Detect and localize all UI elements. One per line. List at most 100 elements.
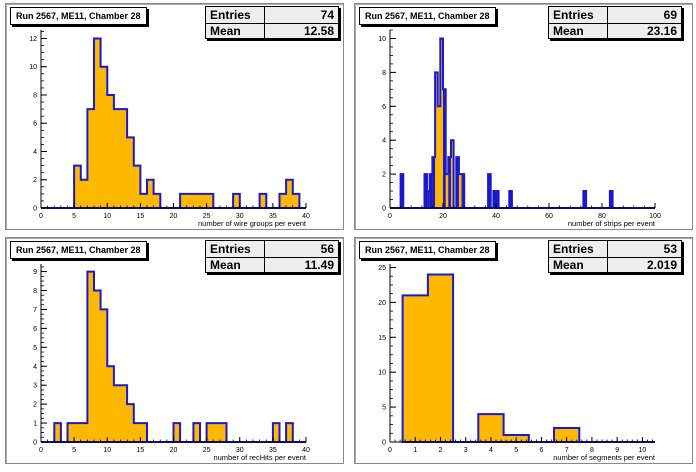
stats-mean-label: Mean — [210, 258, 241, 272]
x-tick-label: 35 — [269, 213, 277, 220]
y-tick-label: 6 — [33, 326, 37, 333]
y-tick-label: 5 — [382, 405, 386, 412]
histogram-bin — [424, 174, 428, 208]
y-tick-label: 7 — [33, 307, 37, 314]
y-tick-label: 10 — [378, 36, 386, 43]
histogram-panel-wire-groups: 0 5 10 15 20 25 30 35 40 0 2 4 6 8 10 12 number of wire … — [5, 3, 344, 230]
stats-entries-value: 69 — [663, 8, 677, 22]
histogram-bin — [488, 174, 491, 208]
x-axis-label: number of recHits per event — [213, 453, 306, 462]
x-tick-label: 8 — [590, 447, 594, 454]
histogram-bin — [583, 191, 587, 208]
x-tick-label: 100 — [649, 213, 661, 220]
stats-column-divider — [607, 7, 608, 38]
stats-column-divider — [607, 241, 608, 272]
y-tick-label: 10 — [29, 64, 37, 71]
stats-divider — [549, 257, 681, 258]
x-tick-label: 5 — [72, 213, 76, 220]
x-tick-label: 3 — [464, 447, 468, 454]
y-tick-label: 5 — [33, 345, 37, 352]
stats-column-divider — [264, 7, 265, 38]
stats-box: Entries 56 Mean 11.49 — [205, 240, 339, 273]
histogram-bin — [443, 89, 446, 208]
histogram-bin — [400, 174, 404, 208]
stats-mean-value: 2.019 — [646, 258, 677, 272]
histogram-area — [41, 270, 306, 443]
y-tick-label: 2 — [382, 172, 386, 179]
y-tick-label: 0 — [33, 206, 37, 213]
stats-box: Entries 74 Mean 12.58 — [205, 6, 339, 39]
x-tick-label: 40 — [302, 213, 310, 220]
x-axis-label: number of segments per event — [553, 453, 656, 462]
stats-mean-label: Mean — [553, 258, 584, 272]
x-tick-label: 10 — [103, 447, 111, 454]
x-axis-label: number of strips per event — [568, 219, 656, 228]
stats-mean-value: 12.58 — [303, 24, 334, 38]
histogram-title: Run 2567, ME11, Chamber 28 — [359, 7, 496, 25]
y-tick-label: 15 — [378, 335, 386, 342]
stats-divider — [549, 23, 681, 24]
y-tick-label: 1 — [33, 421, 37, 428]
x-tick-label: 0 — [388, 213, 392, 220]
y-tick-label: 8 — [382, 70, 386, 77]
x-tick-label: 10 — [638, 447, 646, 454]
stats-mean-label: Mean — [553, 24, 584, 38]
histogram-bin — [429, 174, 433, 208]
x-tick-label: 1 — [413, 447, 417, 454]
histogram-bin — [509, 191, 512, 208]
y-tick-label: 20 — [378, 300, 386, 307]
histogram-bin — [461, 174, 465, 208]
histogram-panel-rechits: 0 5 10 15 20 25 30 35 40 0 1 2 3 4 5 6 7 8 9 number of recH… — [5, 237, 344, 464]
y-tick-label: 0 — [33, 440, 37, 447]
histogram-bin — [496, 191, 499, 208]
y-tick-label: 4 — [33, 364, 37, 371]
stats-entries-value: 74 — [320, 8, 334, 22]
stats-entries-label: Entries — [210, 242, 251, 256]
x-tick-label: 60 — [545, 213, 553, 220]
histogram-bin — [432, 157, 436, 208]
y-tick-label: 2 — [33, 177, 37, 184]
y-tick-label: 6 — [33, 121, 37, 128]
stats-box: Entries 53 Mean 2.019 — [548, 240, 682, 273]
x-tick-label: 20 — [170, 447, 178, 454]
histogram-title: Run 2567, ME11, Chamber 28 — [10, 7, 147, 25]
stats-column-divider — [264, 241, 265, 272]
histogram-plot: 0 20 40 60 80 100 0 2 4 6 8 10 number of strips per … — [378, 29, 661, 228]
y-tick-label: 8 — [33, 288, 37, 295]
y-tick-label: 8 — [33, 92, 37, 99]
stats-box: Entries 69 Mean 23.16 — [548, 6, 682, 39]
histogram-bin — [427, 191, 430, 208]
stats-entries-label: Entries — [210, 8, 251, 22]
y-tick-label: 10 — [378, 370, 386, 377]
histogram-title: Run 2567, ME11, Chamber 28 — [10, 241, 147, 259]
stats-divider — [206, 257, 338, 258]
y-tick-label: 12 — [29, 36, 37, 43]
x-tick-label: 5 — [72, 447, 76, 454]
stats-entries-value: 53 — [663, 242, 677, 256]
x-tick-label: 80 — [598, 213, 606, 220]
x-tick-label: 5 — [514, 447, 518, 454]
histogram-panel-segments: 0 1 2 3 4 5 6 7 8 9 10 0 5 10 15 20 25 number of segments… — [354, 237, 693, 464]
histogram-bin — [448, 157, 451, 208]
x-tick-label: 10 — [103, 213, 111, 220]
x-tick-label: 35 — [269, 447, 277, 454]
x-tick-label: 40 — [492, 213, 500, 220]
x-tick-label: 30 — [236, 447, 244, 454]
stats-mean-value: 11.49 — [304, 258, 334, 272]
histogram-plot: 0 1 2 3 4 5 6 7 8 9 10 0 5 10 15 20 25 number of segments… — [378, 264, 656, 462]
histogram-plot: 0 5 10 15 20 25 30 35 40 0 1 2 3 4 5 6 7 8 9 number of recH… — [33, 264, 310, 462]
histogram-bin — [609, 191, 613, 208]
x-tick-label: 40 — [302, 447, 310, 454]
x-tick-label: 0 — [388, 447, 392, 454]
x-tick-label: 20 — [439, 213, 447, 220]
y-tick-label: 4 — [33, 149, 37, 156]
y-tick-label: 9 — [33, 269, 37, 276]
x-tick-label: 20 — [170, 213, 178, 220]
x-tick-label: 7 — [565, 447, 569, 454]
histogram-bin — [493, 191, 496, 208]
x-axis-label: number of wire groups per event — [198, 219, 307, 228]
histogram-panel-strips: 0 20 40 60 80 100 0 2 4 6 8 10 number of strips per … — [354, 3, 693, 230]
x-tick-label: 6 — [539, 447, 543, 454]
x-tick-label: 25 — [203, 447, 211, 454]
y-tick-label: 25 — [378, 265, 386, 272]
